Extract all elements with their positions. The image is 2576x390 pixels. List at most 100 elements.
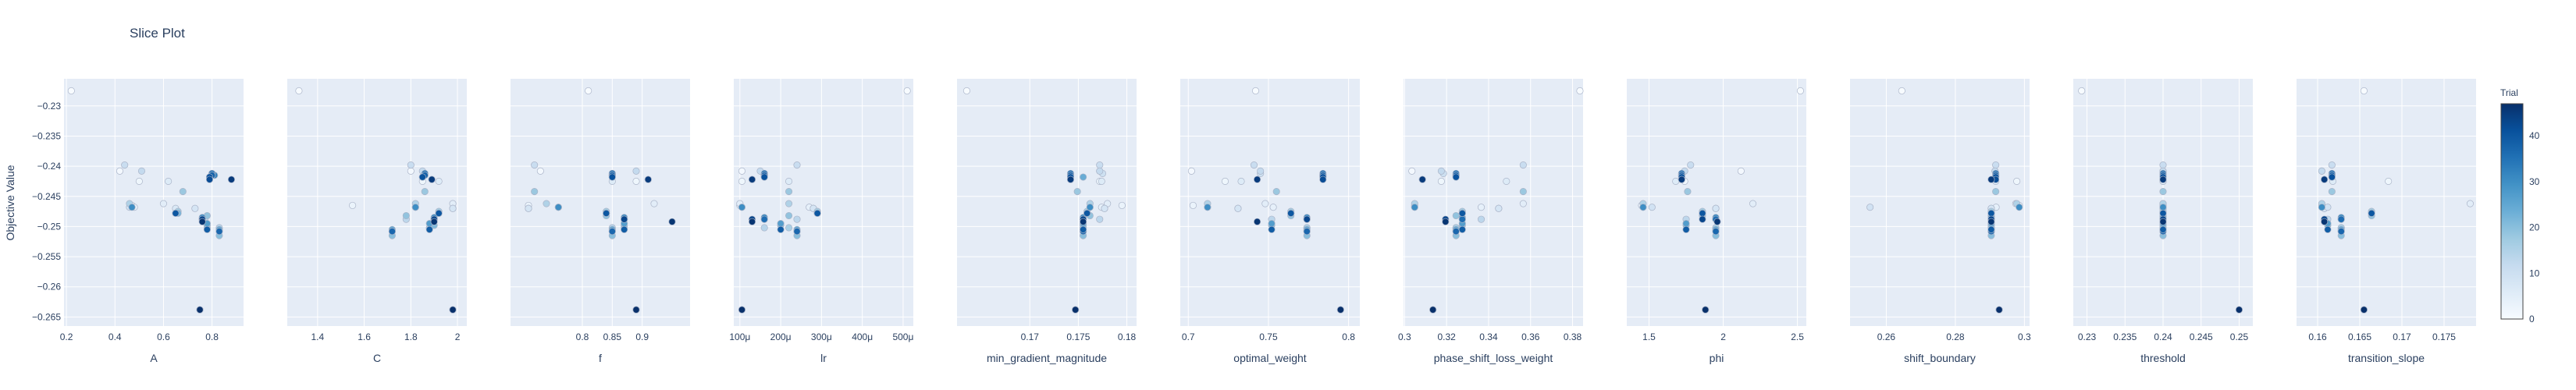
subplot-C: 1.4 1.6 1.8 2 C [287, 79, 467, 364]
data-point [585, 87, 592, 95]
data-point [2337, 228, 2345, 236]
data-point [402, 211, 410, 220]
data-point [1503, 177, 1510, 185]
data-point [1411, 204, 1418, 211]
data-point [1098, 177, 1105, 185]
data-point [668, 218, 676, 225]
data-point [1408, 167, 1416, 175]
data-point [196, 306, 204, 314]
x-tick-label: 0.8 [576, 332, 589, 342]
data-point [2321, 218, 2329, 225]
data-point [128, 204, 136, 211]
data-point [608, 228, 616, 236]
data-point [1250, 161, 1258, 169]
data-point [632, 177, 640, 185]
data-point [531, 188, 539, 196]
data-point [760, 224, 768, 232]
data-point [554, 204, 562, 211]
data-point [1672, 177, 1680, 185]
data-point [2324, 225, 2332, 233]
data-point [1080, 173, 1087, 181]
data-point [1987, 209, 1995, 217]
plot-background [1627, 79, 1806, 326]
data-point [205, 176, 214, 183]
subplot-optimal_weight: 0.7 0.75 0.8 optimal_weight [1180, 79, 1360, 364]
data-point [137, 167, 146, 175]
data-point [1418, 176, 1426, 183]
x-tick-label: 0.32 [1437, 332, 1456, 342]
data-point [1072, 306, 1080, 314]
data-point [1992, 161, 2000, 169]
data-point [1066, 176, 1075, 183]
data-point [1699, 215, 1706, 223]
data-point [435, 177, 443, 185]
x-tick-label: 0.3 [2018, 332, 2031, 342]
plot-background [1850, 79, 2030, 326]
data-point [1303, 228, 1311, 236]
data-point [1269, 204, 1277, 211]
data-point [1452, 211, 1460, 220]
data-point [435, 209, 443, 217]
data-point [2159, 209, 2167, 217]
data-point [449, 306, 457, 314]
data-point [2318, 204, 2325, 211]
colorbar-title: Trial [2500, 87, 2518, 98]
x-tick-label: 1.6 [358, 332, 371, 342]
y-tick-label: −0.25 [37, 221, 62, 232]
data-point [1749, 200, 1757, 207]
x-axis-title: threshold [2140, 352, 2186, 364]
data-point [1995, 306, 2003, 314]
data-point [227, 176, 236, 183]
data-point [2321, 176, 2329, 183]
data-point [1096, 161, 1104, 169]
data-point [430, 218, 438, 225]
data-point [1319, 176, 1327, 183]
x-axis-title: transition_slope [2348, 352, 2425, 364]
data-point [1268, 220, 1276, 228]
data-point [785, 200, 793, 207]
data-point [962, 87, 970, 95]
data-point [536, 167, 544, 175]
colorbar-tick-label: 0 [2529, 314, 2535, 324]
plot-background [64, 79, 244, 326]
data-point [2337, 215, 2345, 223]
x-tick-label: 0.28 [1946, 332, 1965, 342]
subplot-transition_slope: 0.16 0.165 0.17 0.175 transition_slope [2297, 79, 2476, 364]
data-point [632, 306, 640, 314]
data-point [1287, 209, 1295, 217]
subplot-lr: 100μ 200μ 300μ 400μ 500μ lr [729, 79, 913, 364]
data-point [179, 188, 187, 196]
data-point [172, 209, 180, 217]
data-point [785, 177, 793, 185]
data-point [1519, 188, 1527, 196]
data-point [1458, 225, 1466, 233]
data-point [1189, 201, 1197, 209]
x-tick-label: 0.165 [2348, 332, 2371, 342]
data-point [1303, 215, 1311, 223]
x-axis-title: shift_boundary [1904, 352, 1976, 364]
x-tick-label: 2 [455, 332, 461, 342]
data-point [2328, 188, 2336, 196]
data-point [1234, 204, 1242, 212]
data-point [1687, 161, 1695, 169]
data-point [1204, 204, 1212, 211]
x-tick-label: 0.36 [1521, 332, 1540, 342]
data-point [738, 167, 746, 175]
data-point [738, 177, 746, 185]
data-point [2328, 173, 2336, 181]
plot-background [2297, 79, 2476, 326]
data-point [777, 225, 785, 233]
data-point [1452, 173, 1460, 181]
data-point [2318, 167, 2325, 175]
x-tick-label: 0.16 [2308, 332, 2327, 342]
data-point [793, 228, 801, 236]
x-tick-label: 0.75 [1259, 332, 1278, 342]
data-point [1682, 225, 1690, 233]
data-point [425, 225, 433, 233]
data-point [2159, 218, 2167, 225]
chart-title: Slice Plot [130, 26, 185, 41]
y-tick-label: −0.24 [37, 161, 62, 172]
data-point [407, 161, 415, 169]
data-point [2159, 225, 2167, 233]
